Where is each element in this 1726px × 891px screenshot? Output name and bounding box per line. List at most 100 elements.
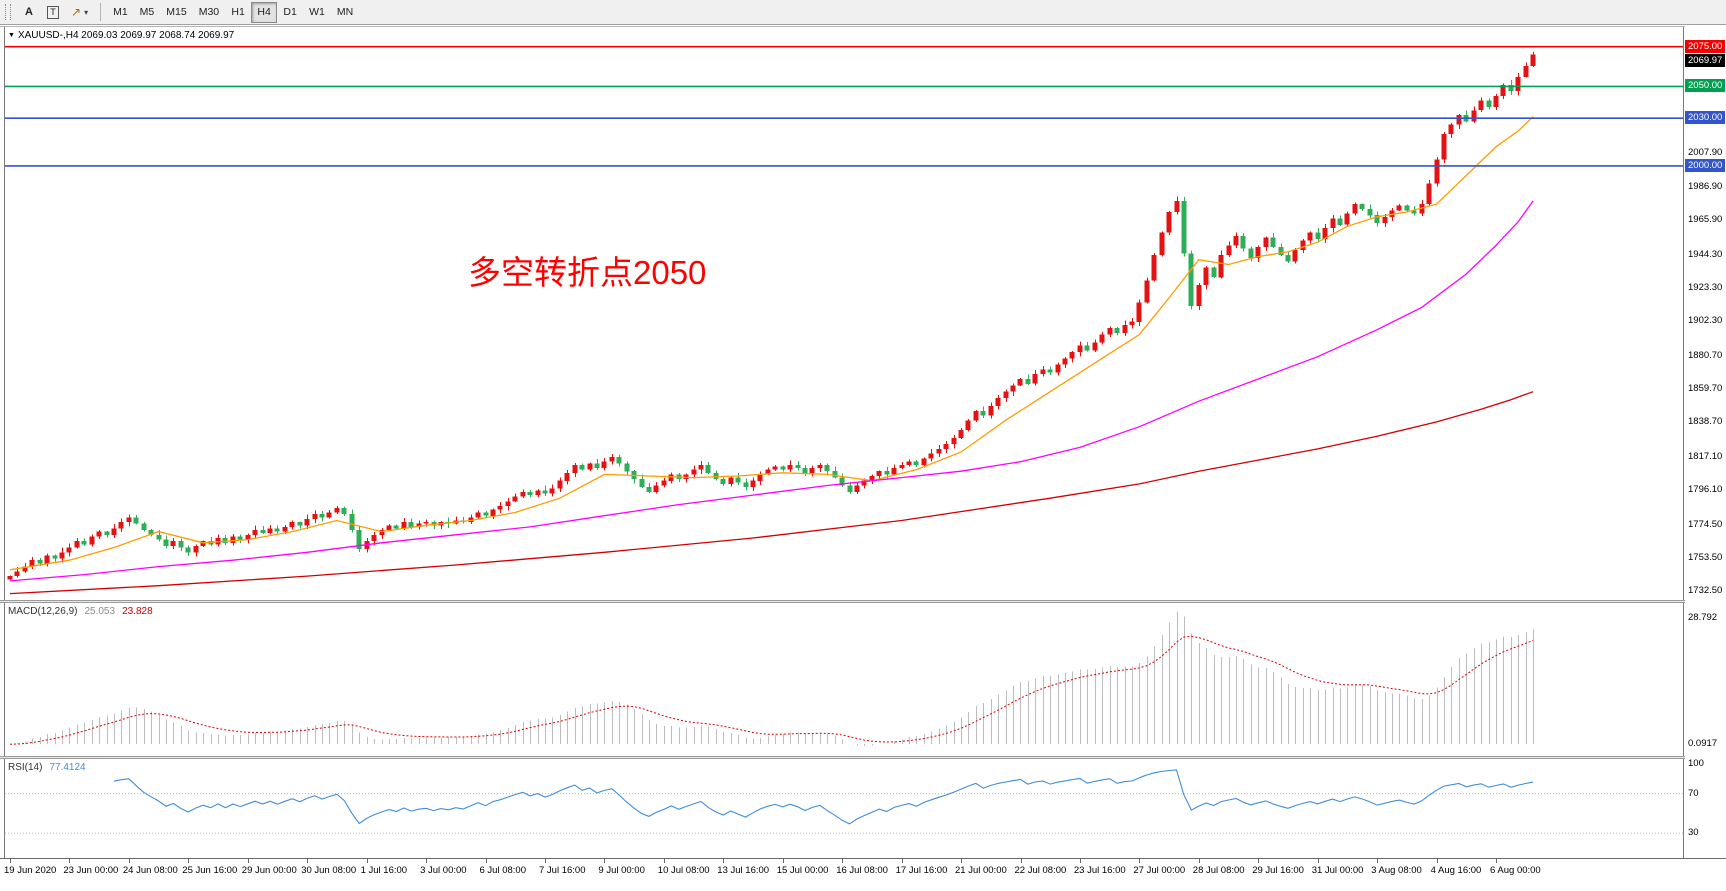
time-tick-mark xyxy=(1198,859,1200,863)
time-axis-label: 3 Jul 00:00 xyxy=(420,865,467,876)
time-axis-label: 21 Jul 00:00 xyxy=(955,865,1007,876)
price-tick-label: 1732.50 xyxy=(1688,585,1723,597)
time-axis-label: 3 Aug 08:00 xyxy=(1371,865,1422,876)
price-axis[interactable]: 2007.90 1986.90 1965.90 1944.30 1923.30 1902.… xyxy=(1685,26,1726,858)
time-tick-mark xyxy=(1436,859,1438,863)
timeframe-button-d1[interactable]: D1 xyxy=(277,2,303,23)
time-axis-label: 28 Jul 08:00 xyxy=(1192,865,1245,876)
time-axis-label: 16 Jul 08:00 xyxy=(836,865,888,876)
price-line-badge: 2000.00 xyxy=(1685,158,1725,172)
timeframe-button-m5[interactable]: M5 xyxy=(134,2,161,23)
moving-average-medium xyxy=(9,200,1534,582)
rsi-axis-label: 30 xyxy=(1688,827,1699,839)
time-tick-mark xyxy=(1079,859,1081,863)
macd-axis-label: 28.792 xyxy=(1688,611,1718,623)
time-axis-label: 22 Jul 08:00 xyxy=(1014,865,1067,876)
time-axis-label: 4 Aug 16:00 xyxy=(1430,865,1482,876)
rsi-line xyxy=(113,769,1534,825)
price-tick-label: 1753.50 xyxy=(1688,551,1723,563)
time-tick-mark xyxy=(604,859,606,863)
time-tick-mark xyxy=(307,859,309,863)
macd-axis-label: 0.0917 xyxy=(1688,737,1718,749)
chart-collapse-icon[interactable]: ▼ xyxy=(8,32,15,39)
time-axis-label: 29 Jul 16:00 xyxy=(1252,865,1304,876)
time-axis-label: 31 Jul 00:00 xyxy=(1311,865,1364,876)
text-label-icon: T xyxy=(47,5,59,19)
time-tick-mark xyxy=(723,859,725,863)
time-tick-mark xyxy=(426,859,428,863)
current-price-badge: 2069.97 xyxy=(1685,53,1725,67)
pane-divider-1[interactable] xyxy=(0,600,1726,603)
price-tick-label: 1923.30 xyxy=(1688,281,1723,293)
macd-histogram xyxy=(17,612,1534,747)
rsi-axis-label: 100 xyxy=(1688,758,1704,769)
time-axis-label: 23 Jun 00:00 xyxy=(63,865,119,876)
rsi-name: RSI(14) xyxy=(8,762,43,773)
time-axis-label: 19 Jun 2020 xyxy=(4,865,57,876)
toolbar: A T ↗ ▾ M1 M5 M15 M30 H1 H4 D1 W1 MN xyxy=(0,0,1726,25)
time-tick-mark xyxy=(663,859,665,863)
price-tick-label: 1944.30 xyxy=(1688,248,1723,260)
time-tick-mark xyxy=(1377,859,1379,863)
time-tick-mark xyxy=(545,859,546,863)
toolbar-drag-handle[interactable] xyxy=(5,4,11,20)
time-tick-mark xyxy=(10,859,11,863)
rsi-indicator-label: RSI(14) 77.4124 xyxy=(8,762,86,773)
arrow-object-icon: ↗ xyxy=(71,5,82,19)
rsi-axis-label: 70 xyxy=(1688,787,1699,799)
time-axis-label: 25 Jun 16:00 xyxy=(182,865,238,876)
arrows-tool-button[interactable]: ↗ ▾ xyxy=(65,2,94,23)
moving-average-slow xyxy=(9,391,1534,595)
time-tick-mark xyxy=(782,859,784,863)
label-tool-button[interactable]: T xyxy=(41,2,65,23)
time-axis-label: 17 Jul 16:00 xyxy=(895,865,948,876)
macd-signal-line xyxy=(9,635,1534,745)
time-axis-label: 7 Jul 16:00 xyxy=(539,865,586,876)
time-tick-mark xyxy=(1317,859,1319,863)
timeframe-button-m30[interactable]: M30 xyxy=(193,2,225,23)
time-axis-label: 6 Jul 08:00 xyxy=(479,865,526,876)
price-tick-label: 1859.70 xyxy=(1688,383,1723,394)
time-axis-label: 15 Jul 00:00 xyxy=(776,865,829,876)
price-tick-label: 2007.90 xyxy=(1688,147,1723,159)
price-tick-label: 1880.70 xyxy=(1688,349,1723,361)
time-tick-mark xyxy=(485,859,487,863)
time-axis-label: 29 Jun 00:00 xyxy=(241,865,297,876)
chart-ohlc-text: XAUUSD-,H4 2069.03 2069.97 2068.74 2069.… xyxy=(17,30,235,41)
rsi-value: 77.4124 xyxy=(49,762,86,773)
toolbar-separator xyxy=(100,3,102,21)
timeframe-button-w1[interactable]: W1 xyxy=(303,2,331,23)
timeframe-button-m1[interactable]: M1 xyxy=(107,2,134,23)
timeframe-button-mn[interactable]: MN xyxy=(331,2,359,23)
price-line-badge: 2075.00 xyxy=(1685,39,1725,53)
moving-average-fast xyxy=(9,116,1534,571)
time-tick-mark xyxy=(1139,859,1141,863)
time-axis-label: 27 Jul 00:00 xyxy=(1133,865,1186,876)
time-tick-mark xyxy=(69,859,71,863)
price-tick-label: 1774.50 xyxy=(1688,518,1723,530)
time-tick-mark xyxy=(1258,859,1260,863)
price-line-badge: 2050.00 xyxy=(1685,79,1725,93)
macd-signal-value: 23.828 xyxy=(122,606,153,617)
time-axis-label: 24 Jun 08:00 xyxy=(122,865,178,876)
pane-divider-2[interactable] xyxy=(0,756,1726,759)
time-tick-mark xyxy=(128,859,130,863)
time-axis-label: 6 Aug 00:00 xyxy=(1490,865,1541,876)
price-tick-label: 1902.30 xyxy=(1688,315,1723,327)
time-tick-mark xyxy=(842,859,844,863)
time-tick-mark xyxy=(1496,859,1497,863)
text-tool-button[interactable]: A xyxy=(17,2,41,23)
time-axis[interactable]: 19 Jun 2020 23 Jun 00:00 24 Jun 08:00 25 Ju… xyxy=(0,858,1726,891)
time-tick-mark xyxy=(188,859,190,863)
price-tick-label: 1838.70 xyxy=(1688,416,1723,428)
price-line-badge: 2030.00 xyxy=(1685,111,1725,125)
price-tick-label: 1817.10 xyxy=(1688,450,1723,462)
timeframe-button-h4[interactable]: H4 xyxy=(251,1,278,23)
chart-annotation-text[interactable]: 多空转折点2050 xyxy=(468,254,707,291)
time-axis-label: 30 Jun 08:00 xyxy=(301,865,357,876)
timeframe-button-m15[interactable]: M15 xyxy=(160,2,192,23)
timeframe-button-h1[interactable]: H1 xyxy=(225,2,251,23)
price-tick-label: 1986.90 xyxy=(1688,180,1723,192)
time-axis-label: 1 Jul 16:00 xyxy=(360,865,408,876)
